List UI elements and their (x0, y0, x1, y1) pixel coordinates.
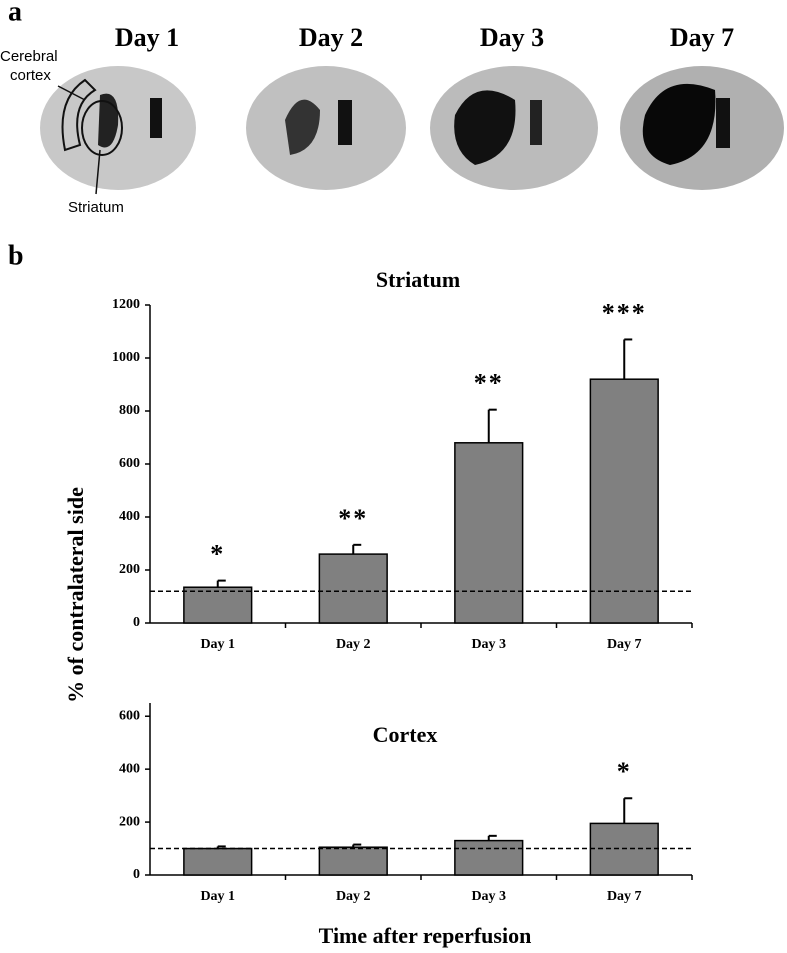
x-tick-label: Day 7 (607, 637, 642, 652)
x-tick-label: Day 7 (607, 889, 642, 904)
brain-images (40, 66, 784, 190)
chart-title: Striatum (376, 267, 460, 292)
bar (183, 586, 253, 624)
y-tick-label: 800 (119, 403, 140, 418)
panel-label: b (8, 240, 24, 271)
y-tick-label: 600 (119, 456, 140, 471)
bar (589, 378, 659, 624)
image-label: Day 7 (670, 23, 734, 52)
image-label: Day 2 (299, 23, 363, 52)
bar (318, 553, 388, 624)
significance-label: *** (602, 298, 647, 327)
y-tick-label: 400 (119, 761, 140, 776)
annotation: cortex (10, 67, 51, 84)
y-axis-label: % of contralateral side (63, 487, 88, 703)
pointer (95, 149, 101, 195)
panel-label: a (8, 0, 22, 27)
brain-slice (246, 66, 406, 190)
x-tick-label: Day 3 (471, 889, 506, 904)
significance-label: ** (474, 369, 504, 398)
significance-label: * (210, 540, 225, 569)
annotation: Cerebral (0, 48, 58, 65)
y-tick-label: 200 (119, 814, 140, 829)
bar (318, 846, 388, 876)
brain-slice (430, 66, 598, 190)
x-tick-label: Day 1 (200, 889, 235, 904)
bar (454, 442, 524, 624)
x-tick-label: Day 3 (471, 637, 506, 652)
bar (183, 847, 253, 876)
y-tick-label: 600 (119, 708, 140, 723)
y-tick-label: 1000 (112, 350, 140, 365)
chart-title: Cortex (373, 722, 438, 747)
y-tick-label: 200 (119, 562, 140, 577)
pointer (57, 85, 86, 101)
y-tick-label: 400 (119, 509, 140, 524)
significance-label: * (617, 757, 632, 786)
y-tick-label: 0 (133, 615, 140, 630)
image-label: Day 3 (480, 23, 544, 52)
significance-label: ** (338, 504, 368, 533)
image-label: Day 1 (115, 23, 179, 52)
y-tick-label: 1200 (112, 297, 140, 312)
brain-slice (40, 66, 196, 190)
x-axis-label: Time after reperfusion (319, 923, 532, 948)
x-tick-label: Day 1 (200, 637, 235, 652)
x-tick-label: Day 2 (336, 889, 371, 904)
annotation: Striatum (68, 199, 124, 216)
brain-slice (620, 66, 784, 190)
x-tick-label: Day 2 (336, 637, 371, 652)
y-tick-label: 0 (133, 867, 140, 882)
bar (454, 839, 524, 876)
